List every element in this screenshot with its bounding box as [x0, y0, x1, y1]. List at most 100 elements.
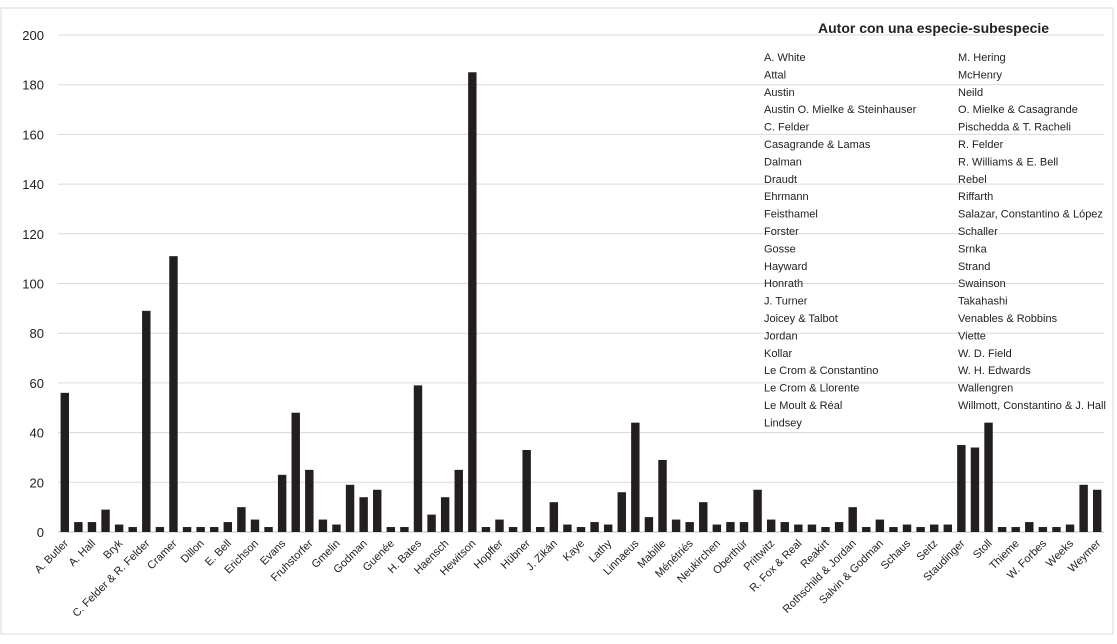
y-tick-label: 60 [30, 376, 44, 391]
bar [563, 525, 571, 532]
legend-entry: Feisthamel [764, 209, 818, 221]
bar [129, 527, 137, 532]
legend-entry: Le Moult & Réal [764, 400, 842, 412]
legend-entry: Austin O. Mielke & Steinhauser [764, 104, 917, 116]
legend-entry: Honrath [764, 278, 803, 290]
legend-entry: M. Hering [958, 52, 1006, 64]
bar [427, 515, 435, 532]
bar [753, 490, 761, 532]
bar [468, 72, 476, 532]
legend-entry: Joicey & Talbot [764, 313, 838, 325]
bar [848, 507, 856, 532]
legend-entry: Salazar, Constantino & López [958, 209, 1103, 221]
bar [685, 522, 693, 532]
legend-entry: Strand [958, 261, 990, 273]
bar [183, 527, 191, 532]
legend-entry: Dalman [764, 156, 802, 168]
bar [237, 507, 245, 532]
legend-entry: Hayward [764, 261, 807, 273]
bar [984, 423, 992, 532]
legend-entry: Gosse [764, 243, 796, 255]
bar [319, 520, 327, 532]
bar [495, 520, 503, 532]
legend-entry: W. H. Edwards [958, 365, 1031, 377]
legend-entry: Attal [764, 69, 786, 81]
bar [169, 256, 177, 532]
bar [1011, 527, 1019, 532]
legend-entry: W. D. Field [958, 348, 1012, 360]
bar [1066, 525, 1074, 532]
legend-entry: Wallengren [958, 383, 1013, 395]
bar [346, 485, 354, 532]
bar [618, 492, 626, 532]
bar [305, 470, 313, 532]
y-tick-label: 140 [22, 177, 44, 192]
bar [359, 497, 367, 532]
bar [1052, 527, 1060, 532]
bar [210, 527, 218, 532]
y-tick-label: 180 [22, 78, 44, 93]
bar [889, 527, 897, 532]
y-tick-label: 0 [37, 525, 44, 540]
bar [971, 448, 979, 532]
bar [658, 460, 666, 532]
legend-title: Autor con una especie-subespecie [818, 20, 1049, 36]
bar [944, 525, 952, 532]
bar [332, 525, 340, 532]
bar [794, 525, 802, 532]
bar [278, 475, 286, 532]
y-tick-label: 160 [22, 127, 44, 142]
bar [781, 522, 789, 532]
bar [251, 520, 259, 532]
bar [387, 527, 395, 532]
legend-entry: Riffarth [958, 191, 993, 203]
legend-entry: Pischedda & T. Racheli [958, 122, 1071, 134]
legend-entry: Ehrmann [764, 191, 809, 203]
bar [156, 527, 164, 532]
bar [264, 527, 272, 532]
bar [101, 510, 109, 532]
legend-entry: Casagrande & Lamas [764, 139, 871, 151]
legend-entry: Swainson [958, 278, 1006, 290]
bar [1039, 527, 1047, 532]
bar [930, 525, 938, 532]
bar [957, 445, 965, 532]
bar [876, 520, 884, 532]
legend-entry: R. Williams & E. Bell [958, 156, 1058, 168]
bar [536, 527, 544, 532]
legend-entry: Srnka [958, 243, 988, 255]
legend-entry: Lindsey [764, 417, 802, 429]
bar [835, 522, 843, 532]
y-tick-label: 200 [22, 28, 44, 43]
bar [903, 525, 911, 532]
bar [550, 502, 558, 532]
legend-entry: Austin [764, 87, 795, 99]
bar [61, 393, 69, 532]
bar [292, 413, 300, 532]
bar [726, 522, 734, 532]
bar [916, 527, 924, 532]
bar [1079, 485, 1087, 532]
legend-entry: Draudt [764, 174, 797, 186]
bar [645, 517, 653, 532]
legend-entry: Le Crom & Constantino [764, 365, 878, 377]
bar [414, 385, 422, 532]
bar [862, 527, 870, 532]
bar [1093, 490, 1101, 532]
bar [767, 520, 775, 532]
bar [699, 502, 707, 532]
bar [482, 527, 490, 532]
bar [577, 527, 585, 532]
bar [808, 525, 816, 532]
y-tick-label: 20 [30, 475, 44, 490]
y-tick-label: 40 [30, 426, 44, 441]
bar [631, 423, 639, 532]
bar [604, 525, 612, 532]
legend-entry: Viette [958, 330, 986, 342]
legend-entry: Venables & Robbins [958, 313, 1058, 325]
legend-entry: R. Felder [958, 139, 1004, 151]
legend-entry: J. Turner [764, 296, 808, 308]
legend-entry: Neild [958, 87, 983, 99]
